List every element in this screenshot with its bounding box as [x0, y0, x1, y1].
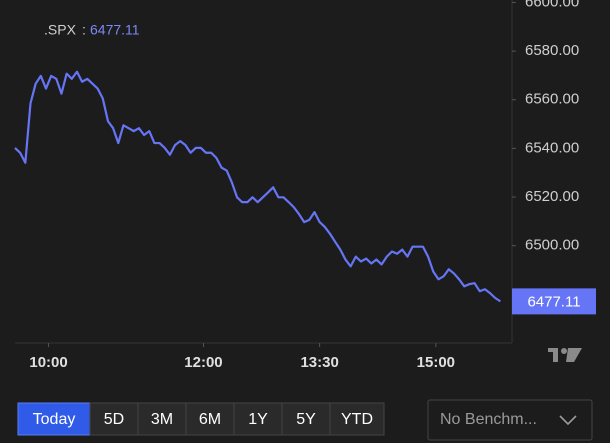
symbol: .SPX — [44, 22, 77, 38]
range-button[interactable] — [329, 402, 385, 436]
benchmark-label: No Benchm... — [440, 411, 537, 428]
header-price: 6477.11 — [90, 22, 140, 38]
range-button[interactable] — [185, 402, 235, 436]
separator: : — [82, 22, 86, 38]
price-line — [14, 70, 501, 303]
x-tick-label: 12:00 — [184, 354, 222, 371]
range-button-label: 5D — [104, 411, 124, 428]
range-button-label: YTD — [341, 411, 373, 428]
logo-part — [553, 348, 558, 362]
logo-part — [561, 348, 567, 354]
range-button-label: Today — [33, 411, 76, 428]
y-tick-label: 6520.00 — [525, 188, 579, 205]
last-price-tag — [512, 288, 596, 315]
x-tick-label: 15:00 — [417, 354, 455, 371]
y-tick-label: 6560.00 — [525, 91, 579, 108]
tradingview-logo — [548, 348, 582, 362]
range-button-label: 6M — [199, 411, 221, 428]
range-button[interactable] — [89, 402, 139, 436]
y-tick-label: 6600.00 — [525, 0, 579, 10]
range-button-label: 1Y — [248, 411, 268, 428]
y-tick-label: 6540.00 — [525, 139, 579, 156]
range-button-label: 5Y — [296, 411, 316, 428]
range-button-label: 3M — [151, 411, 173, 428]
range-button[interactable] — [233, 402, 283, 436]
y-tick-label: 6500.00 — [525, 237, 579, 254]
last-price-label: 6477.11 — [527, 293, 580, 310]
range-button[interactable] — [137, 402, 187, 436]
benchmark-dropdown[interactable] — [427, 399, 593, 441]
y-tick-label: 6580.00 — [525, 42, 579, 59]
x-tick-label: 10:00 — [29, 354, 67, 371]
logo-part — [566, 348, 582, 362]
x-tick-label: 13:30 — [300, 354, 338, 371]
dropdown-chevron — [559, 415, 577, 426]
range-button[interactable] — [281, 402, 331, 436]
